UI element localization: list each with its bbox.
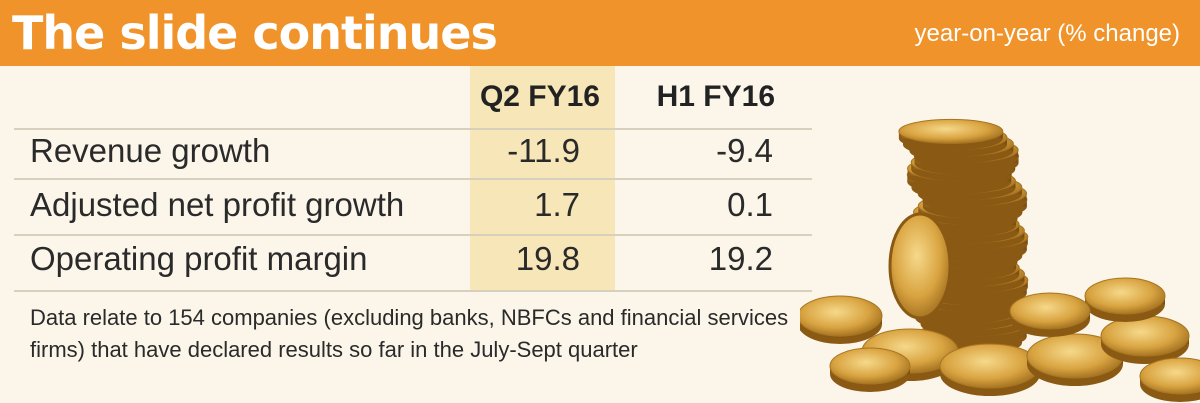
coin-face	[1100, 315, 1190, 357]
row-label-revenue-growth: Revenue growth	[30, 132, 271, 169]
coins-illustration	[800, 118, 1200, 402]
coin-face	[898, 118, 1004, 144]
cell-profit-q2: 1.7	[534, 186, 580, 223]
coin-face	[1084, 277, 1166, 315]
coin-face	[939, 343, 1041, 389]
header-banner: The slide continues year-on-year (% chan…	[0, 0, 1200, 66]
row-label-operating-margin: Operating profit margin	[30, 240, 368, 277]
chart-title: The slide continues	[12, 6, 498, 60]
row-divider	[14, 178, 812, 180]
cell-profit-h1: 0.1	[727, 186, 773, 223]
units-subtitle: year-on-year (% change)	[914, 20, 1180, 47]
leaning-coin	[888, 212, 952, 320]
cell-revenue-h1: -9.4	[716, 132, 773, 169]
column-header-q2: Q2 FY16	[479, 80, 600, 113]
row-divider	[14, 128, 812, 130]
cell-margin-h1: 19.2	[708, 240, 773, 277]
footnote: Data relate to 154 companies (excluding …	[30, 305, 789, 362]
gold-coins-image	[800, 66, 1200, 403]
row-divider	[14, 290, 812, 292]
coin-face	[800, 295, 883, 337]
cell-margin-q2: 19.8	[515, 240, 580, 277]
cell-revenue-q2: -11.9	[507, 132, 580, 169]
coin-face	[829, 347, 911, 385]
column-header-h1: H1 FY16	[656, 80, 775, 113]
row-divider	[14, 234, 812, 236]
row-label-adjusted-net-profit: Adjusted net profit growth	[30, 186, 405, 223]
coin-face	[1009, 292, 1091, 330]
coin-face	[1139, 357, 1200, 395]
